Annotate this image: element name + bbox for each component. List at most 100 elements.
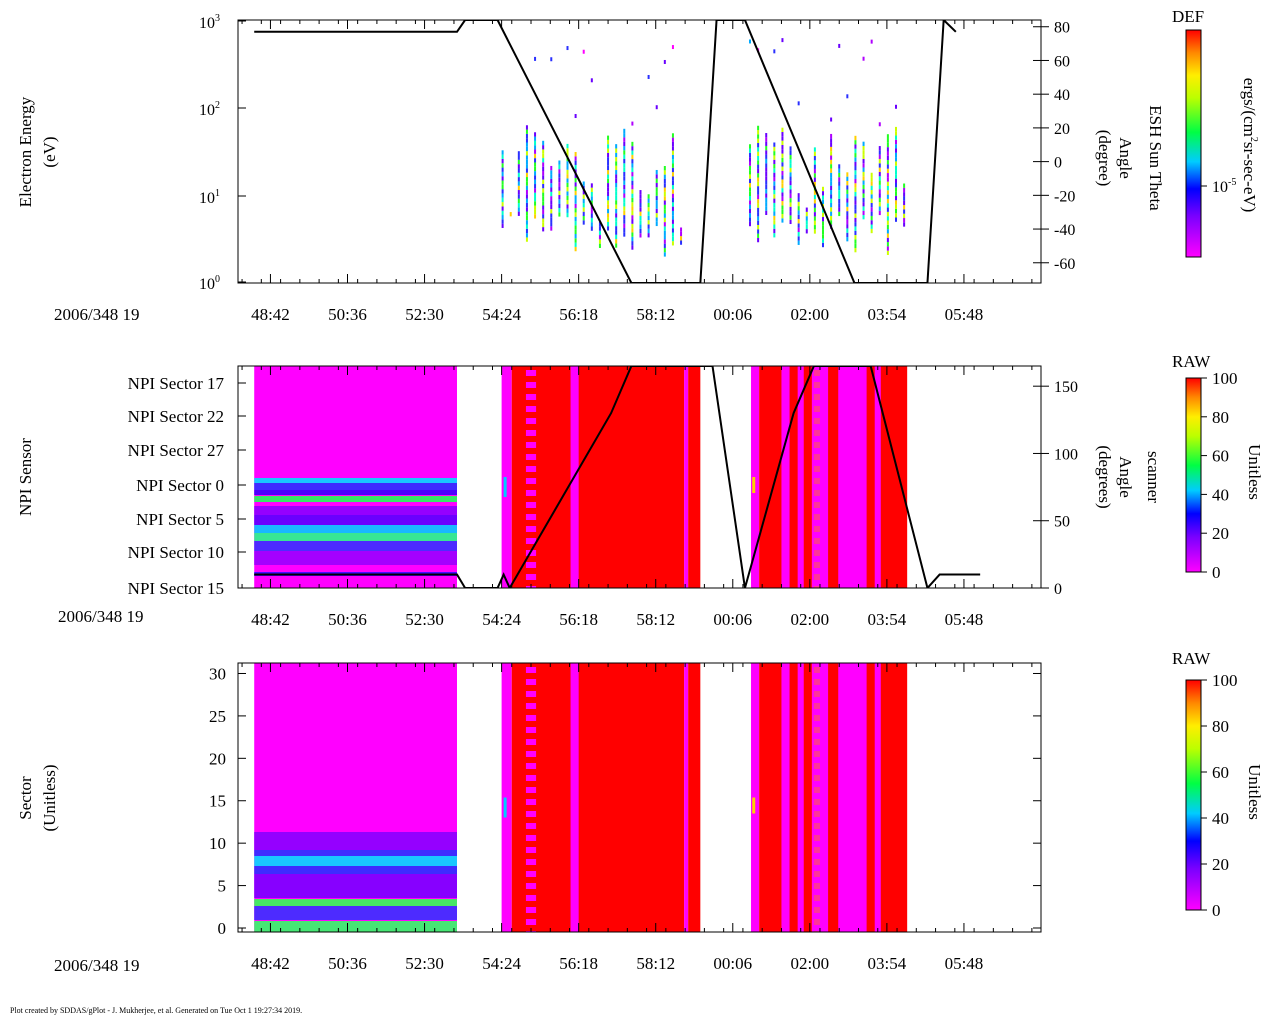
energy-pixel xyxy=(566,143,569,149)
energy-pixel xyxy=(550,170,553,175)
heatmap-stripe xyxy=(525,811,537,817)
scanner-tick-label: 50 xyxy=(1054,514,1070,531)
heatmap-stripe xyxy=(525,823,537,829)
energy-pixel xyxy=(534,166,537,172)
energy-pixel xyxy=(607,139,610,145)
energy-pixel xyxy=(781,153,784,158)
energy-pixel xyxy=(607,217,610,222)
heatmap-stripe xyxy=(525,490,537,496)
energy-pixel xyxy=(542,149,545,154)
energy-pixel xyxy=(862,215,865,220)
energy-pixel xyxy=(550,209,553,214)
energy-pixel xyxy=(534,145,537,150)
energy-pixel xyxy=(615,208,618,214)
energy-pixel xyxy=(501,210,504,216)
energy-pixel xyxy=(797,219,800,224)
energy-pixel xyxy=(623,210,626,216)
energy-pixel xyxy=(631,141,634,147)
energy-pixel xyxy=(749,183,751,188)
energy-pixel xyxy=(773,224,776,229)
energy-pixel xyxy=(878,171,881,177)
energy-pixel xyxy=(623,128,626,134)
energy-pixel xyxy=(590,187,593,192)
colorbar-def-gradient xyxy=(1185,29,1202,258)
energy-pixel xyxy=(639,228,642,234)
energy-pixel xyxy=(789,215,792,220)
energy-pixel xyxy=(903,183,906,188)
energy-pixel xyxy=(862,193,865,198)
panel2-date-label: 2006/348 19 xyxy=(58,607,143,626)
energy-pixel xyxy=(830,194,833,199)
energy-pixel xyxy=(558,212,561,217)
energy-pixel xyxy=(838,181,841,186)
panel1-right-ticks: 80 60 40 20 0 -20 -40 -60 xyxy=(1033,20,1075,273)
time-tick-label: 05:48 xyxy=(945,954,984,973)
energy-pixel xyxy=(615,161,618,166)
heatmap-stripe xyxy=(525,514,537,520)
energy-pixel xyxy=(895,187,897,192)
heatmap-band xyxy=(254,506,457,515)
energy-pixel xyxy=(525,129,528,134)
energy-pixel xyxy=(574,186,577,191)
energy-pixel xyxy=(765,193,768,198)
colorbar-tick-label: 80 xyxy=(1212,717,1229,736)
energy-pixel xyxy=(558,199,561,204)
heatmap-band xyxy=(254,899,457,906)
energy-pixel xyxy=(846,185,849,190)
energy-pixel xyxy=(582,216,585,221)
energy-pixel xyxy=(542,153,545,159)
energy-pixel xyxy=(598,239,601,244)
energy-pixel xyxy=(558,207,561,213)
panel3-ylabel-line2: (Unitless) xyxy=(40,764,59,831)
energy-pixel xyxy=(886,173,889,178)
energy-pixel xyxy=(623,158,626,164)
energy-pixel xyxy=(749,148,751,153)
energy-pixel xyxy=(846,228,849,233)
energy-pixel xyxy=(582,198,585,204)
energy-pixel xyxy=(878,176,881,181)
heatmap-stripe xyxy=(813,787,820,793)
energy-pixel xyxy=(886,185,889,191)
time-tick-label: 00:06 xyxy=(713,305,752,324)
heatmap-stripe xyxy=(525,871,537,877)
energy-pixel xyxy=(878,193,881,198)
energy-pixel xyxy=(805,211,808,217)
heatmap-column xyxy=(684,663,689,932)
energy-pixel xyxy=(830,138,833,143)
panel3-x-ticks: 48:42 50:36 52:30 54:24 56:18 58:12 00:06 02:00… xyxy=(241,663,1033,973)
energy-pixel xyxy=(574,164,577,170)
colorbar-tick-label: 80 xyxy=(1212,408,1229,427)
heatmap-stripe xyxy=(813,418,820,424)
energy-pixel xyxy=(615,195,618,201)
energy-pixel xyxy=(886,233,889,238)
energy-pixel xyxy=(607,170,610,175)
energy-pixel xyxy=(623,202,626,207)
energy-pixel xyxy=(623,180,626,185)
energy-pixel xyxy=(534,153,537,159)
colorbar-tick-label: 20 xyxy=(1212,524,1229,543)
time-tick-label: 54:24 xyxy=(482,610,521,629)
energy-pixel xyxy=(566,204,569,209)
energy-pixel xyxy=(749,161,751,166)
energy-pixel xyxy=(631,228,634,233)
colorbar-def-title: DEF xyxy=(1172,7,1204,26)
energy-pixel xyxy=(550,217,553,223)
sector-num-label: 15 xyxy=(209,792,226,811)
energy-pixel xyxy=(501,193,504,198)
energy-pixel xyxy=(534,196,537,202)
energy-pixel xyxy=(623,184,626,190)
energy-pixel xyxy=(517,177,520,182)
heatmap-column xyxy=(501,366,512,588)
energy-pixel xyxy=(895,174,897,179)
energy-pixel xyxy=(566,199,569,205)
time-tick-label: 50:36 xyxy=(328,610,367,629)
energy-pixel xyxy=(615,191,618,196)
energy-pixel xyxy=(566,46,569,51)
colorbar-raw-2-unit: Unitless xyxy=(1245,764,1264,820)
energy-pixel xyxy=(830,164,833,169)
energy-pixel xyxy=(886,194,889,199)
heatmap-column xyxy=(688,366,701,588)
scanner-angle-line xyxy=(254,366,981,588)
energy-pixel xyxy=(558,190,561,196)
energy-pixel xyxy=(781,218,784,223)
